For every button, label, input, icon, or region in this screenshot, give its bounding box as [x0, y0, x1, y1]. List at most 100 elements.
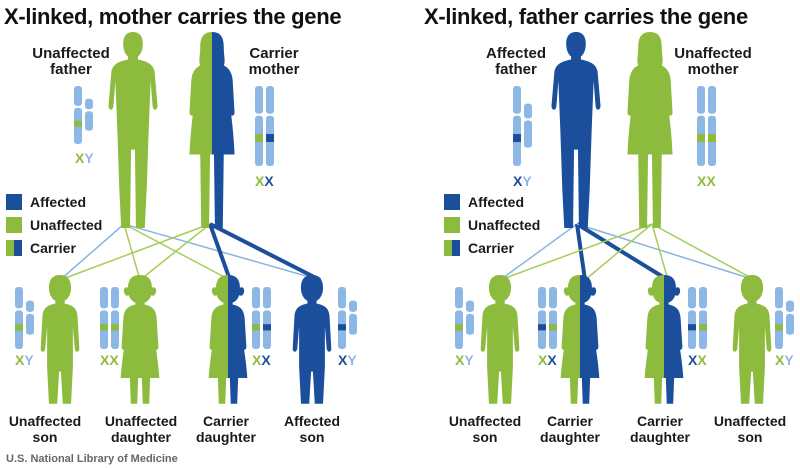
chr-2: Y [464, 352, 474, 368]
panel-title-mother: X-linked, mother carries the gene [4, 4, 342, 29]
figure-unaffected-father [108, 32, 158, 228]
chr-1: X [338, 352, 348, 368]
chromosome-arm-lower [85, 111, 93, 131]
figure-carrier-daughter [208, 275, 248, 404]
figure-unaffected-father-body [108, 32, 158, 228]
label-line: Unaffected [32, 45, 110, 62]
parent-label-carrier-mother: Carrier mother [234, 46, 314, 78]
legend-label-affected: Affected [30, 193, 87, 210]
chromosome-arm-upper [15, 287, 23, 309]
figure-unaffected-son-body [732, 275, 772, 404]
chromosome-arm-upper [74, 86, 82, 106]
chr-1: X [15, 352, 25, 368]
chr-2: Y [84, 150, 94, 166]
chromosome-arm-upper [786, 300, 794, 312]
chromosome-arm-upper [338, 287, 346, 309]
chromosome-arm-upper [466, 300, 474, 312]
chr-2: X [261, 352, 271, 368]
figure-unaffected-son-body [40, 275, 80, 404]
chromosome-pairs [15, 86, 794, 349]
figure-carrier-mother-right-half [212, 32, 235, 229]
parent-label-unaffected-father: Unaffected father [26, 46, 116, 78]
child-label-affected-son: Affected son [272, 413, 352, 445]
chromosome-arm-upper [252, 287, 260, 309]
chr-2: Y [784, 352, 794, 368]
chromosome-pair [697, 86, 716, 166]
chromosome-pair [455, 287, 474, 349]
label-line: mother [248, 61, 300, 78]
chromosome-pair [255, 86, 274, 166]
gene-marker [263, 324, 271, 331]
figure-affected-father [551, 32, 601, 228]
inheritance-line [651, 223, 756, 281]
chr-1: X [538, 352, 548, 368]
figure-unaffected-daughter-body [120, 275, 160, 404]
figure-carrier-daughter [560, 275, 600, 404]
inheritance-line [651, 223, 669, 281]
label-line: daughter [111, 429, 171, 445]
chromosome-label-father-1: XY [75, 150, 94, 166]
legend-label-affected: Affected [468, 193, 525, 210]
chromosome-pair [688, 287, 707, 349]
chr-2: Y [24, 352, 34, 368]
figure-affected-father-body [551, 32, 601, 228]
chromosome-arm-upper [549, 287, 557, 309]
legend-swatch-carrier [6, 239, 22, 256]
gene-marker [252, 324, 260, 331]
legend-swatch-affected [6, 193, 22, 210]
label-line: father [495, 61, 537, 78]
chromosome-arm-lower [524, 120, 532, 148]
label-line: Unaffected [674, 45, 752, 62]
inheritance-line [575, 223, 587, 281]
chromosome-pair [252, 287, 271, 349]
label-line: Carrier [249, 45, 299, 62]
label-line: Affected [283, 413, 340, 429]
child-label-carrier-daughter: Carrier daughter [186, 413, 266, 445]
chr-1: X [75, 150, 85, 166]
chromosome-pair [338, 287, 357, 349]
inheritance-line [123, 223, 141, 281]
figure-carrier-mother [189, 32, 235, 229]
gene-marker [513, 134, 521, 142]
chr-2: X [697, 352, 707, 368]
figure-unaffected-mother [627, 32, 673, 228]
legend-label-unaffected: Unaffected [30, 216, 103, 233]
chromosome-pair [15, 287, 34, 349]
chromosome-arm-upper [538, 287, 546, 309]
chromosome-label-child: XX [100, 352, 119, 368]
label-line: daughter [540, 429, 600, 445]
chromosome-arm-upper [524, 103, 532, 119]
chromosome-arm-upper [100, 287, 108, 309]
figure-affected-son-body [292, 275, 332, 404]
figure-carrier-daughter-right-half [580, 275, 600, 404]
inheritance-lines [59, 222, 756, 282]
legend-right: Affected Unaffected Carrier [444, 190, 540, 259]
label-line: son [472, 429, 498, 445]
chromosome-arm-upper [513, 86, 521, 114]
figure-unaffected-son-body [480, 275, 520, 404]
chromosome-arm-lower [26, 313, 34, 335]
parent-label-unaffected-mother: Unaffected mother [666, 46, 760, 78]
inheritance-line [499, 223, 653, 281]
chromosome-label-child: XY [455, 352, 474, 368]
chromosome-arm-upper [111, 287, 119, 309]
inheritance-line [59, 223, 125, 281]
gene-marker [111, 324, 119, 331]
gene-marker [688, 324, 696, 331]
chromosome-label-child: XY [338, 352, 357, 368]
panel-title-father: X-linked, father carries the gene [424, 4, 748, 29]
figure-carrier-daughter-right-half [228, 275, 248, 404]
legend-left: Affected Unaffected Carrier [6, 190, 102, 259]
legend-swatch-carrier [444, 239, 460, 256]
label-line: Unaffected [448, 413, 522, 429]
label-line: Unaffected [713, 413, 787, 429]
inheritance-line [123, 223, 231, 281]
chromosome-arm-upper [775, 287, 783, 309]
figure-carrier-daughter-left-half [208, 275, 228, 404]
gene-marker [338, 324, 346, 331]
gene-marker [266, 134, 274, 142]
figure-carrier-mother-left-half [189, 32, 212, 229]
figure-unaffected-mother-body [627, 32, 673, 228]
chr-1: X [252, 352, 262, 368]
